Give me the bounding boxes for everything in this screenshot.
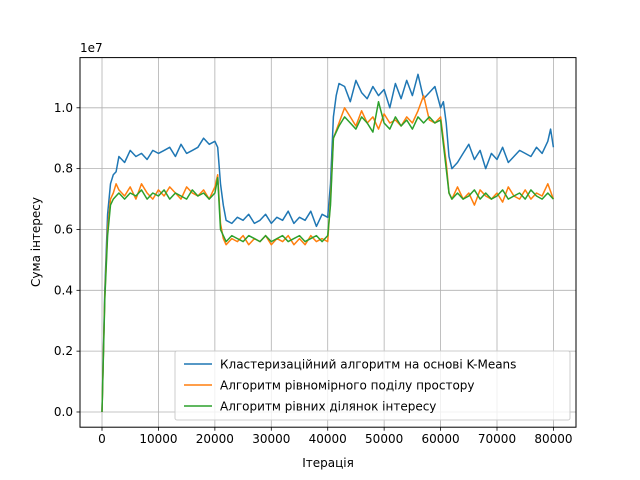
- series-line-1: [101, 73, 555, 413]
- x-axis-label: Ітерація: [302, 456, 354, 470]
- y-axis-ticks: 0.0 0.2 0.4 0.6 0.8 1.0: [54, 101, 80, 419]
- series-line-2: [101, 94, 555, 413]
- y-tick-label: 0.0: [54, 405, 73, 419]
- x-tick-label: 20000: [196, 432, 234, 446]
- y-axis-label: Сума інтересу: [29, 197, 43, 287]
- y-tick-label: 0.8: [54, 162, 73, 176]
- y-tick-label: 1.0: [54, 101, 73, 115]
- x-tick-label: 0: [98, 432, 106, 446]
- x-tick-label: 70000: [478, 432, 516, 446]
- x-tick-label: 50000: [365, 432, 403, 446]
- x-tick-label: 10000: [139, 432, 177, 446]
- legend-label-1: Кластеризаційний алгоритм на основі K-Me…: [220, 358, 516, 372]
- y-offset-label: 1e7: [80, 41, 103, 55]
- x-tick-label: 60000: [421, 432, 459, 446]
- legend: Кластеризаційний алгоритм на основі K-Me…: [174, 350, 571, 421]
- legend-label-2: Алгоритм рівномірного поділу простору: [220, 379, 475, 393]
- legend-items: Кластеризаційний алгоритм на основі K-Me…: [184, 358, 516, 414]
- y-tick-label: 0.2: [54, 344, 73, 358]
- x-tick-label: 30000: [252, 432, 290, 446]
- legend-label-3: Алгоритм рівних ділянок інтересу: [220, 400, 436, 414]
- y-tick-label: 0.6: [54, 222, 73, 236]
- x-tick-label: 80000: [534, 432, 572, 446]
- legend-box: [174, 350, 571, 421]
- x-axis-ticks: 0 10000 20000 30000 40000 50000 60000 70000 8000…: [98, 427, 573, 446]
- y-tick-label: 0.4: [54, 283, 73, 297]
- series-line-3: [101, 100, 554, 413]
- x-tick-label: 40000: [309, 432, 347, 446]
- series-lines: [101, 73, 555, 413]
